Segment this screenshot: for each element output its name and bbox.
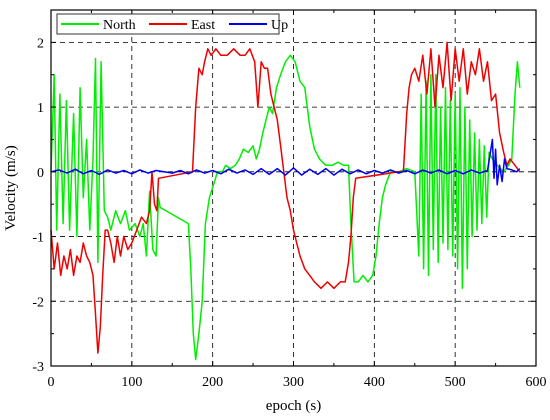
y-tick-label: 2 (37, 36, 44, 51)
series-lines (50, 41, 521, 361)
series-east (50, 41, 521, 354)
y-tick-label: 1 (37, 101, 44, 116)
series-up (50, 138, 521, 186)
y-tick-label: -2 (32, 295, 44, 310)
x-tick-label: 100 (121, 375, 142, 390)
y-tick-label: 0 (37, 166, 44, 181)
axis-ticks (50, 10, 537, 367)
x-tick-label: 0 (48, 375, 55, 390)
legend-label-up: Up (271, 18, 288, 33)
y-axis-title: Velocity (m/s) (3, 145, 19, 230)
legend-label-north: North (103, 18, 136, 33)
x-tick-labels: 0 100 200 300 400 500 600 (48, 375, 547, 390)
y-tick-label: -1 (32, 231, 44, 246)
x-tick-label: 500 (445, 375, 466, 390)
x-tick-label: 600 (526, 375, 547, 390)
legend-label-east: East (191, 18, 215, 33)
x-tick-label: 200 (202, 375, 223, 390)
x-tick-label: 400 (364, 375, 385, 390)
x-tick-label: 300 (283, 375, 304, 390)
legend: North East Up (56, 13, 288, 35)
y-tick-labels: -3 -2 -1 0 1 2 (32, 36, 44, 375)
x-axis-title: epoch (s) (266, 398, 321, 414)
series-north (50, 54, 521, 361)
y-tick-label: -3 (32, 360, 44, 375)
